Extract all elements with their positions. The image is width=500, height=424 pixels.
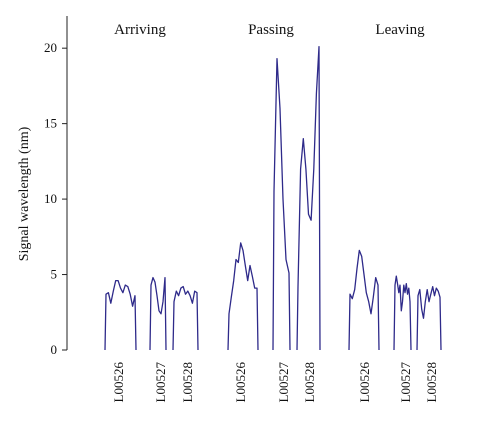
traces [104, 46, 442, 351]
category-label: L00528 [302, 362, 317, 402]
category-label: L00527 [276, 362, 291, 403]
category-label: L00528 [180, 362, 195, 402]
category-label: L00527 [153, 362, 168, 403]
category-label: L00527 [398, 362, 413, 403]
y-tick-label: 0 [51, 342, 58, 357]
labels: Arriving Passing Leaving L00526 L00527 L00528… [111, 22, 439, 402]
series-leaving-l00528 [416, 285, 442, 351]
y-axis-title: Signal wavelength (nm) [17, 126, 32, 261]
y-tick-label: 15 [44, 116, 57, 131]
group-label-arriving: Arriving [114, 22, 166, 38]
series-leaving-l00527 [393, 275, 412, 351]
category-label: L00526 [357, 362, 372, 403]
category-label: L00526 [111, 362, 126, 403]
y-tick-label: 5 [51, 267, 58, 282]
category-label: L00528 [424, 362, 439, 402]
y-tick-label: 20 [44, 40, 57, 55]
series-passing-l00528 [296, 46, 321, 351]
series-passing-l00526 [227, 242, 259, 351]
group-label-leaving: Leaving [375, 22, 425, 38]
series-passing-l00527 [272, 58, 291, 351]
category-label: L00526 [233, 362, 248, 403]
y-tick-label: 10 [44, 191, 57, 206]
series-leaving-l00526 [348, 249, 380, 351]
series-arriving-l00527 [149, 276, 167, 351]
axes: 0 5 10 15 20 Signal wavelength (nm) [17, 16, 68, 357]
group-label-passing: Passing [248, 22, 294, 38]
series-arriving-l00528 [172, 285, 199, 351]
series-arriving-l00526 [104, 279, 137, 351]
